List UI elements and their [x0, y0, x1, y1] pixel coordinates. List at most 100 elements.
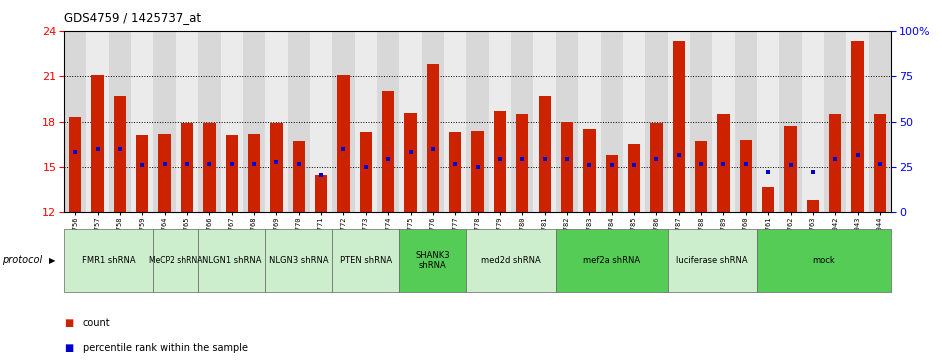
Bar: [516, 114, 528, 212]
Bar: [668, 31, 690, 212]
Point: [850, 152, 865, 158]
Point: [739, 161, 754, 167]
Bar: [137, 135, 149, 212]
Bar: [718, 114, 730, 212]
Point: [268, 160, 284, 166]
Bar: [712, 31, 735, 212]
Bar: [601, 31, 623, 212]
Bar: [824, 31, 847, 212]
Point: [604, 163, 619, 168]
Point: [314, 172, 329, 178]
Bar: [869, 31, 891, 212]
Point: [180, 161, 195, 167]
Point: [447, 161, 463, 167]
Bar: [806, 200, 819, 212]
Bar: [198, 31, 220, 212]
Bar: [623, 31, 645, 212]
Bar: [114, 96, 126, 212]
Text: mef2a shRNA: mef2a shRNA: [583, 256, 641, 265]
Bar: [382, 91, 395, 212]
Text: med2d shRNA: med2d shRNA: [481, 256, 541, 265]
Text: protocol: protocol: [2, 256, 42, 265]
Bar: [203, 123, 216, 212]
Text: percentile rank within the sample: percentile rank within the sample: [83, 343, 248, 354]
Bar: [762, 187, 774, 212]
Bar: [225, 135, 237, 212]
Bar: [606, 155, 618, 212]
Bar: [494, 111, 506, 212]
Point: [381, 156, 396, 162]
Text: GDS4759 / 1425737_at: GDS4759 / 1425737_at: [64, 11, 202, 24]
Point: [247, 161, 262, 167]
Point: [872, 161, 887, 167]
Bar: [757, 31, 779, 212]
Point: [560, 156, 575, 162]
Bar: [181, 123, 193, 212]
Bar: [131, 31, 154, 212]
Bar: [337, 75, 349, 212]
Point: [336, 146, 351, 152]
Bar: [874, 114, 886, 212]
Point: [514, 156, 529, 162]
Bar: [673, 41, 685, 212]
Point: [493, 156, 508, 162]
Point: [157, 161, 172, 167]
Bar: [471, 131, 484, 212]
Bar: [427, 64, 439, 212]
Point: [470, 164, 485, 170]
Bar: [91, 75, 104, 212]
Bar: [64, 31, 87, 212]
Point: [626, 163, 642, 168]
Bar: [444, 31, 466, 212]
Bar: [360, 132, 372, 212]
Bar: [739, 140, 752, 212]
Bar: [560, 122, 573, 212]
Point: [202, 161, 217, 167]
Bar: [399, 31, 422, 212]
Point: [135, 163, 150, 168]
Bar: [69, 117, 81, 212]
Point: [90, 146, 106, 152]
Bar: [583, 129, 595, 212]
Bar: [539, 96, 551, 212]
Point: [403, 149, 418, 155]
Bar: [293, 141, 305, 212]
Point: [760, 168, 775, 175]
Bar: [377, 31, 399, 212]
Bar: [852, 41, 864, 212]
Text: NLGN3 shRNA: NLGN3 shRNA: [269, 256, 329, 265]
Bar: [779, 31, 802, 212]
Bar: [422, 31, 444, 212]
Bar: [802, 31, 824, 212]
Point: [716, 161, 731, 167]
Text: count: count: [83, 318, 110, 328]
Text: ■: ■: [64, 318, 73, 328]
Bar: [645, 31, 668, 212]
Point: [224, 161, 239, 167]
Point: [649, 156, 664, 162]
Bar: [333, 31, 354, 212]
Bar: [176, 31, 198, 212]
Bar: [533, 31, 556, 212]
Point: [672, 152, 687, 158]
Point: [291, 161, 306, 167]
Bar: [578, 31, 601, 212]
Bar: [449, 132, 462, 212]
Point: [358, 164, 373, 170]
Text: ■: ■: [64, 343, 73, 354]
Bar: [512, 31, 533, 212]
Text: MeCP2 shRNA: MeCP2 shRNA: [149, 256, 203, 265]
Point: [693, 161, 708, 167]
Bar: [785, 126, 797, 212]
Bar: [266, 31, 287, 212]
Bar: [628, 144, 641, 212]
Point: [426, 146, 441, 152]
Bar: [695, 141, 707, 212]
Bar: [466, 31, 489, 212]
Bar: [404, 113, 416, 212]
Bar: [108, 31, 131, 212]
Point: [112, 146, 127, 152]
Bar: [556, 31, 578, 212]
Bar: [243, 31, 266, 212]
Point: [582, 163, 597, 168]
